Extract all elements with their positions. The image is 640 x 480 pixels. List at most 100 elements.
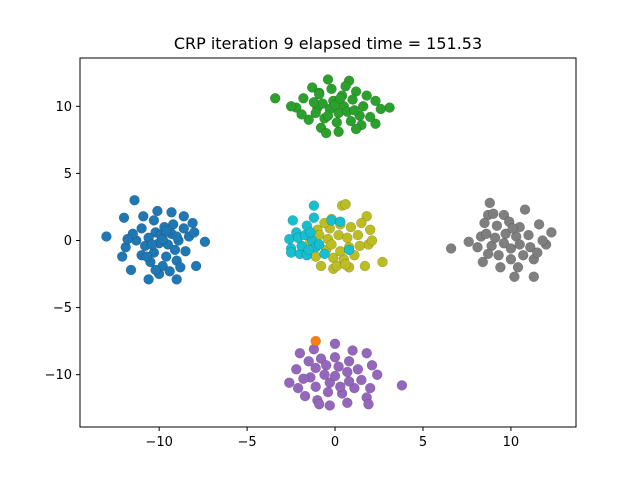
data-point-cluster-0-42 (138, 211, 149, 222)
data-point-cluster-1-12 (303, 114, 314, 125)
data-point-cluster-1-21 (345, 115, 357, 127)
data-point-cluster-0-44 (189, 227, 200, 238)
data-point-cluster-2-25 (333, 229, 344, 241)
data-point-cluster-0-8 (190, 260, 202, 272)
data-point-cluster-2-8 (359, 260, 371, 272)
data-point-cluster-1-32 (322, 110, 334, 121)
data-point-cluster-4-0 (445, 243, 457, 254)
data-point-cluster-5-16 (291, 364, 302, 375)
data-point-cluster-5-21 (352, 364, 364, 375)
data-point-cluster-3-5 (284, 233, 295, 245)
data-point-cluster-4-20 (523, 229, 534, 241)
data-point-cluster-0-5 (143, 274, 154, 285)
data-point-cluster-5-38 (364, 382, 376, 394)
data-point-cluster-4-17 (491, 220, 503, 231)
data-point-cluster-0-11 (166, 207, 177, 218)
data-point-cluster-1-43 (285, 101, 297, 112)
data-point-cluster-5-35 (319, 369, 330, 380)
data-point-cluster-3-16 (305, 227, 316, 238)
data-point-cluster-4-23 (505, 254, 517, 265)
data-point-cluster-0-29 (160, 251, 172, 262)
data-point-cluster-2-18 (352, 229, 364, 241)
x-tick-label: 0 (331, 435, 339, 450)
data-point-cluster-2-31 (356, 217, 367, 229)
data-point-cluster-0-37 (146, 239, 158, 250)
data-point-cluster-3-15 (303, 244, 314, 256)
data-point-cluster-5-33 (335, 381, 346, 392)
data-point-cluster-4-33 (482, 248, 494, 260)
data-point-cluster-2-4 (361, 211, 372, 222)
data-point-cluster-5-32 (343, 376, 355, 387)
data-point-cluster-5-15 (284, 377, 295, 388)
data-point-cluster-1-36 (313, 88, 325, 100)
data-point-cluster-2-11 (315, 260, 327, 272)
data-point-cluster-1-8 (370, 118, 381, 129)
data-point-cluster-5-26 (310, 381, 321, 392)
data-point-cluster-1-19 (357, 101, 369, 112)
data-point-cluster-2-26 (342, 232, 353, 244)
x-tick-label: 10 (503, 435, 520, 450)
data-point-cluster-5-31 (342, 366, 353, 378)
data-point-cluster-3-18 (308, 200, 320, 211)
data-point-cluster-5-5 (366, 360, 378, 371)
data-point-cluster-4-14 (477, 256, 489, 268)
data-point-cluster-6-0 (310, 335, 321, 347)
data-point-cluster-1-39 (364, 111, 376, 123)
data-point-cluster-1-37 (361, 90, 372, 101)
data-point-cluster-0-45 (164, 266, 175, 277)
data-point-cluster-2-29 (326, 239, 337, 250)
data-point-cluster-5-22 (356, 374, 367, 386)
x-tick-label: −10 (145, 435, 172, 450)
data-point-cluster-4-26 (489, 232, 501, 244)
data-point-cluster-0-9 (199, 236, 211, 248)
data-point-cluster-5-19 (329, 351, 341, 363)
data-point-cluster-0-13 (148, 215, 160, 226)
data-point-cluster-0-47 (122, 233, 133, 245)
y-tick-label: −5 (53, 301, 72, 316)
data-point-cluster-5-9 (363, 398, 374, 410)
x-tick-label: −5 (238, 435, 257, 450)
data-point-cluster-4-5 (498, 209, 510, 221)
data-point-cluster-4-1 (463, 236, 474, 248)
data-point-cluster-4-32 (507, 223, 518, 234)
data-point-cluster-3-7 (285, 247, 297, 258)
data-point-cluster-1-40 (340, 80, 351, 92)
data-point-cluster-5-25 (322, 386, 334, 398)
data-point-cluster-2-34 (340, 259, 351, 270)
data-point-cluster-1-41 (320, 127, 332, 139)
chart-title: CRP iteration 9 elapsed time = 151.53 (174, 34, 482, 53)
data-point-cluster-5-17 (303, 356, 314, 367)
data-point-cluster-1-24 (310, 107, 321, 119)
data-point-cluster-0-43 (175, 262, 186, 273)
data-point-cluster-5-13 (299, 390, 311, 402)
data-point-cluster-1-1 (306, 82, 318, 93)
data-point-cluster-1-3 (322, 74, 334, 85)
data-point-cluster-4-8 (546, 227, 557, 238)
data-point-cluster-0-49 (150, 264, 161, 276)
data-point-cluster-4-38 (479, 217, 490, 229)
data-point-cluster-4-13 (495, 262, 506, 273)
data-point-cluster-2-5 (364, 224, 376, 236)
data-point-cluster-4-31 (498, 237, 510, 249)
data-point-cluster-0-7 (171, 274, 182, 285)
data-point-cluster-5-7 (396, 380, 408, 391)
data-point-cluster-0-0 (101, 231, 112, 242)
data-point-cluster-1-38 (296, 109, 307, 120)
data-point-cluster-5-37 (298, 373, 309, 384)
data-point-cluster-4-35 (488, 208, 499, 219)
data-point-cluster-5-30 (333, 361, 344, 372)
data-point-cluster-0-1 (118, 212, 130, 223)
data-point-cluster-5-6 (371, 369, 383, 380)
plot-frame (79, 57, 577, 428)
data-point-cluster-1-30 (329, 99, 341, 111)
data-point-cluster-2-28 (335, 245, 346, 257)
data-point-cluster-0-48 (178, 211, 190, 222)
points-layer (101, 74, 557, 411)
data-point-cluster-4-29 (514, 239, 525, 250)
data-point-cluster-2-19 (354, 240, 365, 252)
data-point-cluster-1-7 (384, 102, 395, 113)
data-point-cluster-4-36 (512, 262, 524, 273)
data-point-cluster-1-0 (269, 93, 281, 104)
data-point-cluster-4-37 (532, 247, 543, 258)
